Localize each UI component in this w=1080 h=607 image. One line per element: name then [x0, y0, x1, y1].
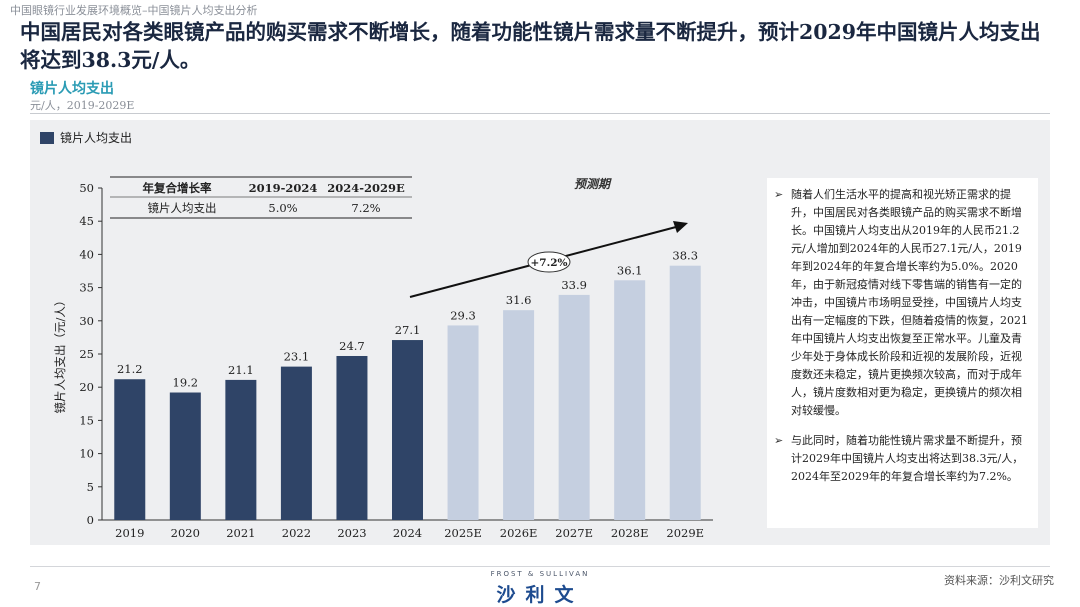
cagr-row-label: 镜片人均支出	[148, 201, 217, 215]
note-item: ➢ 随着人们生活水平的提高和视光矫正需求的提升，中国居民对各类眼镜产品的购买需求…	[767, 186, 1038, 420]
x-tick-label: 2021	[226, 526, 255, 540]
growth-arrow-head	[673, 221, 688, 233]
cagr-header-period-1: 2019-2024	[249, 181, 318, 195]
bar-value-label: 38.3	[672, 249, 698, 263]
x-tick-label: 2019	[115, 526, 144, 540]
y-tick-label: 5	[87, 480, 94, 494]
chart-title: 镜片人均支出	[30, 81, 114, 97]
logo: 沙利文	[496, 584, 584, 606]
note-text: 随着人们生活水平的提高和视光矫正需求的提升，中国居民对各类眼镜产品的购买需求不断…	[791, 188, 1028, 417]
x-tick-label: 2023	[337, 526, 366, 540]
y-tick-label: 20	[79, 380, 94, 394]
growth-badge-label: +7.2%	[530, 257, 567, 269]
x-tick-label: 2024	[393, 526, 422, 540]
forecast-period-label: 预测期	[574, 177, 612, 191]
bar-value-label: 19.2	[173, 376, 199, 390]
y-tick-label: 50	[79, 181, 94, 195]
growth-badge	[527, 251, 571, 273]
bar-value-label: 27.1	[395, 323, 421, 337]
chart-unit: 元/人，2019-2029E	[30, 99, 135, 112]
bars: 21.2 2019 19.2 2020 21.1 2021 23.1 2022 24.7 2023…	[114, 249, 704, 540]
y-tick-label: 45	[79, 214, 94, 228]
bar-value-label: 24.7	[339, 339, 365, 353]
bar	[336, 355, 368, 520]
bar-value-label: 21.1	[228, 363, 254, 377]
note-bullet-icon: ➢	[774, 434, 784, 447]
bar	[392, 340, 423, 520]
bar	[225, 379, 257, 520]
y-tick-label: 30	[79, 314, 94, 328]
bar-value-label: 23.1	[284, 350, 310, 364]
bar	[614, 280, 646, 520]
x-tick-label: 2028E	[611, 526, 649, 540]
bar	[669, 265, 701, 520]
cagr-row-value-2: 7.2%	[351, 201, 380, 215]
note-bullet-icon: ➢	[774, 188, 784, 201]
cagr-header-label: 年复合增长率	[143, 181, 212, 195]
bar	[169, 392, 201, 520]
breadcrumb: 中国眼镜行业发展环境概览–中国镜片人均支出分析	[10, 4, 258, 17]
bar-value-label: 33.9	[561, 278, 587, 292]
axes: 0 5 10 15 20 25 30 35 40 45 50 镜片人均支出（元/人）	[53, 181, 713, 527]
notes-box: ➢ 随着人们生活水平的提高和视光矫正需求的提升，中国居民对各类眼镜产品的购买需求…	[767, 178, 1038, 528]
x-tick-label: 2025E	[444, 526, 482, 540]
y-tick-label: 25	[79, 347, 94, 361]
note-text: 与此同时，随着功能性镜片需求量不断提升，预计2029年中国镜片人均支出将达到38…	[791, 434, 1024, 483]
footer-rule	[30, 566, 1050, 567]
page-number: 7	[34, 580, 41, 593]
bar-value-label: 31.6	[506, 293, 532, 307]
bar	[558, 294, 590, 520]
x-tick-label: 2026E	[500, 526, 538, 540]
legend: 镜片人均支出	[40, 129, 132, 146]
bar-value-label: 36.1	[617, 263, 643, 277]
growth-arrow: +7.2%	[409, 221, 688, 298]
note-item: ➢ 与此同时，随着功能性镜片需求量不断提升，预计2029年中国镜片人均支出将达到…	[767, 432, 1038, 486]
legend-label: 镜片人均支出	[60, 131, 133, 145]
cagr-row-value-1: 5.0%	[268, 201, 297, 215]
y-tick-label: 15	[79, 413, 94, 427]
y-tick-label: 40	[79, 247, 94, 261]
page-headline: 中国居民对各类眼镜产品的购买需求不断增长，随着功能性镜片需求量不断提升，预计20…	[20, 20, 1041, 72]
y-tick-label: 35	[79, 281, 94, 295]
bar	[503, 310, 535, 520]
divider	[30, 113, 1050, 114]
x-tick-label: 2029E	[666, 526, 704, 540]
cagr-table: 年复合增长率 2019-2024 2024-2029E 镜片人均支出 5.0% …	[110, 176, 412, 219]
bar	[447, 325, 479, 520]
bar	[114, 379, 146, 520]
x-tick-label: 2020	[171, 526, 200, 540]
logo-top-line: FROST & SULLIVAN	[490, 570, 590, 578]
source-note: 资料来源：沙利文研究	[944, 574, 1054, 587]
x-tick-label: 2022	[282, 526, 311, 540]
cagr-header-period-2: 2024-2029E	[327, 181, 405, 195]
bar	[280, 366, 312, 520]
y-axis-label: 镜片人均支出（元/人）	[53, 295, 67, 414]
y-tick-label: 10	[79, 447, 94, 461]
bar-value-label: 29.3	[450, 308, 476, 322]
x-tick-label: 2027E	[555, 526, 593, 540]
y-tick-label: 0	[87, 513, 94, 527]
legend-swatch	[40, 131, 54, 144]
bar-value-label: 21.2	[117, 362, 143, 376]
